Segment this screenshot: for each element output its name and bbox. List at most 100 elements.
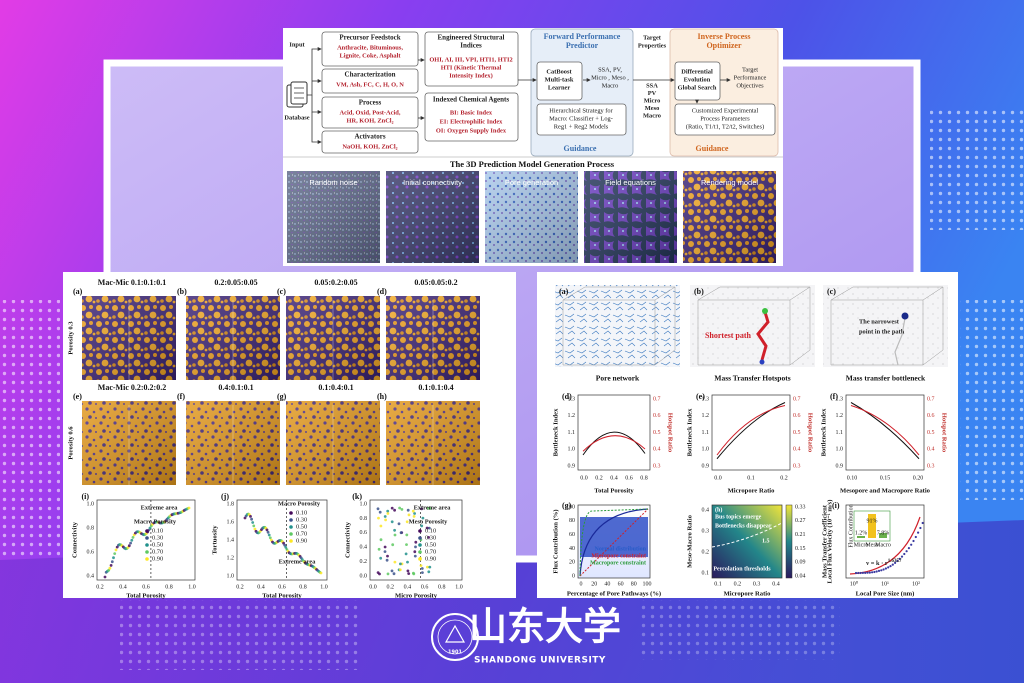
scatter-dot: [390, 520, 394, 524]
y-tick-label: 1.0: [227, 573, 235, 579]
label: Mass transfer bottleneck: [846, 374, 926, 383]
cube-outline: [830, 286, 944, 366]
box: [536, 103, 627, 136]
x-tick-label: 100: [643, 581, 652, 587]
x-tick-label: 0.2: [780, 475, 788, 481]
path-start: [762, 308, 768, 314]
label: Meso: [865, 542, 878, 548]
scatter-dot: [253, 527, 257, 531]
label: Extreme area: [414, 504, 452, 511]
y-tick-label: 1.0: [836, 447, 844, 453]
x-tick-label: 20: [591, 581, 597, 587]
label: Bottleneck Index: [553, 408, 560, 457]
scatter-dot: [383, 515, 387, 518]
label: Indices: [460, 42, 482, 50]
legend-label: Macropore constraint: [590, 560, 646, 566]
seal: [431, 613, 479, 661]
label: Predictor: [566, 41, 599, 50]
label: (d): [562, 392, 572, 401]
y-tick-label: 1.8: [227, 501, 235, 507]
x-tick-label: 0.2: [386, 584, 394, 590]
inset-bar: [879, 533, 887, 538]
label: Percentage of Pore Pathways (%): [567, 591, 661, 598]
scatter-dot: [109, 564, 113, 567]
label: (e): [696, 392, 705, 401]
x-tick-label: 1.0: [320, 584, 328, 590]
label: (f): [177, 392, 185, 401]
y-tick-label: 0.6: [653, 413, 661, 419]
scatter-dot: [413, 550, 417, 554]
y-tick-label: 0: [572, 573, 575, 579]
y-tick-label: 1.3: [836, 396, 844, 402]
legend-dot: [418, 543, 422, 547]
label: Micro Porosity: [395, 593, 438, 600]
scatter-dot: [148, 526, 152, 530]
scatter-dot: [419, 564, 423, 567]
label: Rendering model: [701, 178, 758, 187]
scatter-dot: [249, 515, 252, 518]
equation: v = k · r1.6357: [866, 559, 902, 567]
label: Local Flux Velocity (10⁻¹ m/s): [827, 500, 834, 584]
label: Micro , Meso ,: [591, 74, 629, 81]
x-tick-label: 0.4: [257, 584, 265, 590]
label: Mac-Mic 0.2:0.2:0.2: [98, 383, 166, 392]
legend-dot: [145, 543, 149, 547]
plot-frame: [96, 499, 196, 581]
dot-field: [0, 300, 60, 560]
y-tick-label: 0.4: [927, 447, 935, 453]
scatter-dot: [421, 516, 425, 520]
label: Intensity Index): [449, 72, 493, 79]
scatter-dot: [386, 554, 389, 558]
label: (b): [694, 287, 704, 296]
legend-label: 0.30: [296, 516, 307, 523]
scatter-dot: [910, 543, 913, 546]
scatter-dot: [921, 521, 924, 525]
x-tick-label: 40: [604, 581, 610, 587]
legend-dot: [418, 529, 422, 533]
label: (j): [221, 492, 229, 501]
label: 1.2%: [855, 530, 868, 536]
scatter-dot: [413, 554, 417, 558]
y-tick-label: 0.2: [360, 559, 368, 565]
label: Shortest path: [705, 331, 752, 340]
model-shade: [485, 171, 578, 263]
scatter-dot: [413, 512, 416, 515]
scatter-dot: [884, 567, 888, 570]
scatter-dot: [854, 571, 858, 575]
legend-label: 0.90: [152, 555, 163, 562]
scatter-dot: [411, 509, 415, 513]
label: Macro: [643, 112, 661, 119]
y-tick-label: 1.1: [568, 430, 576, 436]
curve: [850, 402, 920, 460]
label: Local Pore Size (nm): [856, 591, 915, 598]
label: Initial connectivity: [403, 178, 462, 187]
label: Pore generation: [505, 178, 558, 187]
plot-frame: [236, 499, 328, 581]
label: (k): [352, 492, 362, 501]
flowchart-boxes: [321, 28, 779, 157]
model-shade: [584, 171, 677, 263]
scatter-dot: [875, 570, 878, 573]
y-tick-label: 0.5: [653, 430, 661, 436]
label: 0.05:0.05:0.2: [414, 278, 457, 287]
label: NaOH, KOH, ZnCl₂: [342, 143, 397, 150]
model-shade: [683, 171, 776, 263]
scatter-dot: [131, 536, 135, 539]
scatter-dot: [427, 526, 431, 530]
label: (b): [177, 287, 187, 296]
label: Micro: [644, 97, 661, 104]
label: (g): [277, 392, 287, 401]
label: Anthracite, Bituminous,: [337, 44, 403, 51]
scatter-dot: [880, 569, 883, 572]
database-icon: [286, 81, 308, 108]
x-tick-label: 0.0: [369, 584, 377, 590]
y-tick-label: 0.5: [927, 430, 935, 436]
x-tick-label: 0.6: [421, 584, 429, 590]
scatter-dot: [127, 544, 131, 548]
label: Reg1 + Reg2 Models: [554, 123, 609, 130]
cube-outline: [697, 286, 811, 366]
label: 0.05:0.2:0.05: [314, 278, 357, 287]
scatter-dot: [265, 528, 269, 532]
scatter-dot: [384, 518, 387, 522]
legend-label: 0.70: [425, 548, 436, 555]
